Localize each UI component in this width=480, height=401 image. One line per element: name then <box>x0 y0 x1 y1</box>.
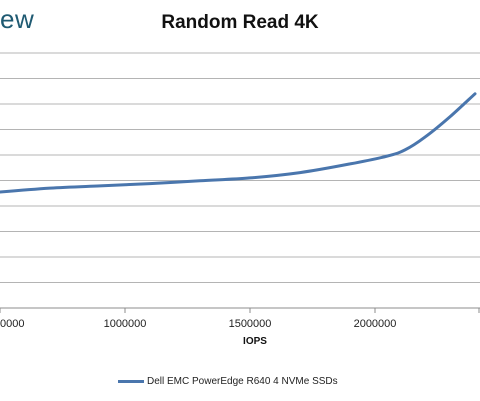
legend-label: Dell EMC PowerEdge R640 4 NVMe SSDs <box>147 375 338 387</box>
x-tick-label-edge: 0000 <box>0 318 24 330</box>
x-axis-label: IOPS <box>243 336 267 347</box>
brand-logo: ew <box>0 4 35 34</box>
x-tick-label: 1000000 <box>104 318 147 330</box>
x-tick-label: 2000000 <box>354 318 397 330</box>
gridlines <box>0 52 480 309</box>
series-group <box>0 92 477 194</box>
x-axis-ticks: 0000 1000000 1500000 2000000 <box>0 308 480 330</box>
series-line <box>0 92 477 194</box>
legend-line-swatch <box>118 379 144 383</box>
chart-title: Random Read 4K <box>161 12 319 33</box>
x-tick-label: 1500000 <box>229 318 272 330</box>
legend: Dell EMC PowerEdge R640 4 NVMe SSDs <box>118 374 338 388</box>
